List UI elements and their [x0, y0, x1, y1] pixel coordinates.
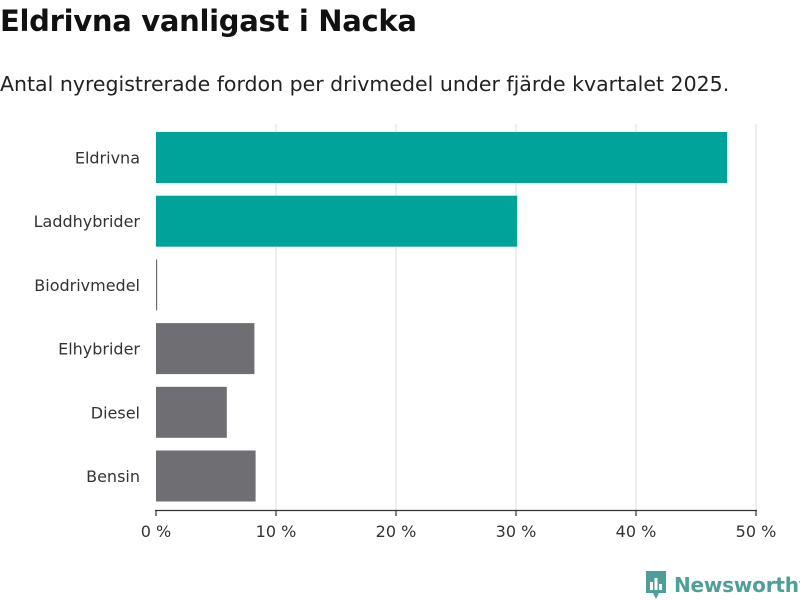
bar: [156, 195, 518, 247]
category-labels: Eldrivna Laddhybrider Biodrivmedel Elhybrid…: [34, 149, 141, 487]
bar: [156, 259, 158, 311]
category-label: Laddhybrider: [34, 212, 141, 231]
category-label: Bensin: [86, 467, 140, 486]
category-label: Diesel: [91, 403, 140, 422]
bar: [156, 386, 227, 438]
x-tick-label: 20 %: [376, 522, 417, 541]
x-tick-label: 30 %: [496, 522, 537, 541]
x-axis: 0 % 10 % 20 % 30 % 40 % 50 %: [141, 509, 777, 541]
x-tick-label: 50 %: [736, 522, 777, 541]
category-label: Eldrivna: [75, 149, 140, 168]
category-label: Elhybrider: [58, 340, 140, 359]
bars: [156, 132, 728, 502]
category-label: Biodrivmedel: [34, 276, 140, 295]
chart-subtitle: Antal nyregistrerade fordon per drivmede…: [0, 72, 730, 96]
x-tick-label: 10 %: [256, 522, 297, 541]
newsworthy-logo-icon: [646, 571, 666, 599]
x-tick-label: 0 %: [141, 522, 171, 541]
x-tick-label: 40 %: [616, 522, 657, 541]
gridlines: [275, 124, 757, 510]
bar: [156, 323, 255, 375]
bar: [156, 450, 256, 502]
brand-name: Newsworthy: [674, 573, 800, 597]
bar: [156, 132, 728, 183]
chart-title: Eldrivna vanligast i Nacka: [0, 4, 417, 38]
bar-chart: Eldrivna Laddhybrider Biodrivmedel Elhybrid…: [34, 124, 777, 541]
brand-logo: Newsworthy: [644, 569, 800, 601]
